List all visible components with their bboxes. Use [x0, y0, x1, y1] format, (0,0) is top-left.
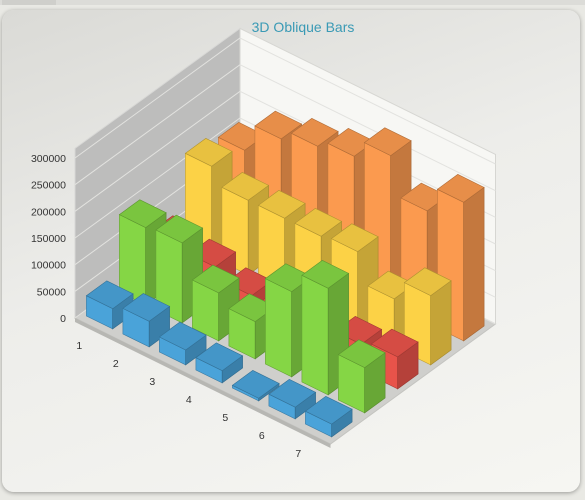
gridline [74, 37, 496, 165]
x-tick-label: 4 [186, 394, 192, 406]
bar-top-face [221, 172, 270, 201]
bar-top-face [257, 190, 306, 219]
y-tick-label: 100000 [31, 260, 66, 272]
bar-front-face [265, 278, 293, 378]
bar-top-face [195, 342, 244, 372]
bar [122, 293, 171, 348]
y-tick-label: 0 [60, 313, 66, 325]
y-tick-label: 300000 [31, 153, 66, 165]
bar [231, 370, 280, 402]
bar [304, 395, 353, 438]
bar-top-face [118, 199, 167, 228]
bar-top-face [330, 223, 379, 252]
x-tick-label: 6 [259, 430, 265, 442]
x-tick-label: 1 [76, 340, 82, 352]
bar-top-face [158, 321, 207, 351]
bar-top-face [254, 110, 303, 140]
bar-top-face [436, 174, 485, 203]
bar-top-face [290, 118, 339, 147]
bar-top-face [184, 138, 233, 167]
bar-top-face [403, 267, 452, 296]
bar-top-face [337, 339, 386, 368]
bar-top-face [268, 378, 317, 408]
x-tick-label: 3 [149, 376, 155, 388]
y-tick-label: 200000 [31, 206, 66, 218]
x-tick-label: 5 [222, 412, 228, 424]
x-axis: 1 2 3 4 5 6 7 [76, 340, 301, 460]
x-tick-label: 7 [295, 448, 301, 460]
bar [158, 321, 207, 366]
bar-top-face [370, 328, 419, 358]
y-tick-label: 50000 [37, 286, 66, 298]
floor-edge [75, 318, 331, 448]
y-tick-label: 150000 [31, 233, 66, 245]
bar-front-face [301, 274, 329, 396]
bar [337, 339, 386, 414]
bar-top-face [294, 208, 343, 237]
bar [268, 378, 317, 420]
bars-group [85, 110, 485, 438]
x-tick-label: 2 [113, 358, 119, 370]
bar-top-face [122, 293, 171, 322]
chart-title: 3D Oblique Bars [252, 19, 355, 35]
bar [195, 342, 244, 384]
bar-side-face [463, 186, 485, 342]
bar-top-face [301, 260, 350, 289]
bar-top-face [191, 264, 240, 294]
top-strip-tab [2, 0, 56, 5]
bar-top-face [155, 214, 204, 244]
bar-top-face [85, 280, 134, 310]
top-strip [0, 0, 585, 5]
bar-top-face [231, 370, 280, 399]
bar-top-face [304, 395, 353, 425]
y-tick-label: 250000 [31, 180, 66, 192]
bar-top-face [363, 127, 412, 156]
